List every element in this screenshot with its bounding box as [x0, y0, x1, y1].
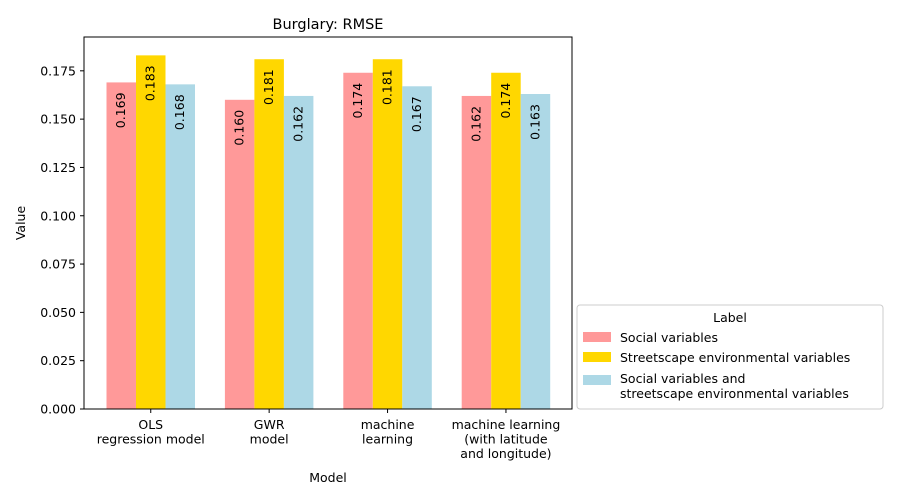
bar-series-1-category-3 [343, 72, 373, 410]
legend: Label Social variables Streetscape environ… [576, 304, 884, 410]
bars-group [106, 55, 551, 410]
y-axis: 0.000 0.025 0.050 0.075 0.100 0.125 0.150 0.175 [40, 63, 84, 417]
bar-series-1-category-1 [106, 82, 136, 409]
plot-frame [83, 36, 573, 410]
y-tick-label: 0.000 [40, 402, 76, 417]
bar-value-label: 0.160 [232, 110, 247, 146]
bar-series-3-category-1 [165, 84, 195, 409]
bar-value-label: 0.168 [172, 94, 187, 130]
legend-label: Social variables and [620, 371, 745, 386]
y-tick-label: 0.050 [40, 305, 76, 320]
x-tick-label: machine learning [452, 417, 561, 432]
bar-value-label: 0.174 [350, 83, 365, 119]
bar-value-label: 0.167 [409, 96, 424, 132]
legend-label: streetscape environmental variables [620, 386, 849, 401]
x-tick-label: machine [361, 417, 415, 432]
bar-value-label: 0.169 [113, 92, 128, 128]
y-tick-label: 0.150 [40, 112, 76, 127]
legend-label: Streetscape environmental variables [620, 350, 850, 365]
x-axis-title: Model [309, 470, 347, 485]
y-tick-label: 0.175 [40, 63, 76, 78]
y-tick-label: 0.025 [40, 353, 76, 368]
bar-value-label: 0.174 [498, 83, 513, 119]
x-tick-label: regression model [97, 432, 205, 447]
bar-value-label: 0.183 [143, 65, 158, 101]
bar-series-1-category-4 [461, 95, 492, 410]
bar-series-2-category-2 [254, 59, 284, 409]
bar-series-1-category-2 [224, 99, 255, 410]
bar-series-3-category-4 [520, 94, 551, 410]
bar-series-3-category-2 [283, 95, 314, 410]
legend-title: Label [713, 310, 747, 325]
x-tick-label: GWR [254, 417, 285, 432]
x-tick-label: (with latitude [464, 432, 548, 447]
x-tick-label: learning [362, 432, 413, 447]
bar-value-label: 0.162 [291, 106, 306, 142]
bar-value-label: 0.162 [468, 106, 483, 142]
bar-series-3-category-3 [402, 86, 432, 409]
x-tick-label: and longitude) [460, 446, 551, 461]
bar-value-label: 0.163 [527, 104, 542, 140]
bar-value-label: 0.181 [380, 69, 395, 105]
y-tick-label: 0.100 [40, 208, 76, 223]
bar-value-label: 0.181 [261, 69, 276, 105]
x-tick-label: model [250, 432, 289, 447]
legend-swatch [583, 352, 611, 362]
bar-series-2-category-3 [372, 59, 403, 409]
chart-title: Burglary: RMSE [273, 17, 384, 33]
y-tick-label: 0.125 [40, 160, 76, 175]
legend-swatch [583, 375, 611, 385]
bar-series-2-category-1 [136, 55, 166, 410]
bar-series-2-category-4 [491, 72, 521, 410]
value-labels-group: 0.169 0.160 0.174 0.162 0.183 0.181 0.181 0.174… [113, 65, 542, 145]
y-axis-title: Value [13, 206, 28, 241]
legend-box [576, 304, 884, 410]
x-tick-label: OLS [138, 417, 163, 432]
y-tick-label: 0.075 [40, 257, 76, 272]
legend-swatch [583, 332, 611, 342]
legend-label: Social variables [620, 330, 718, 345]
